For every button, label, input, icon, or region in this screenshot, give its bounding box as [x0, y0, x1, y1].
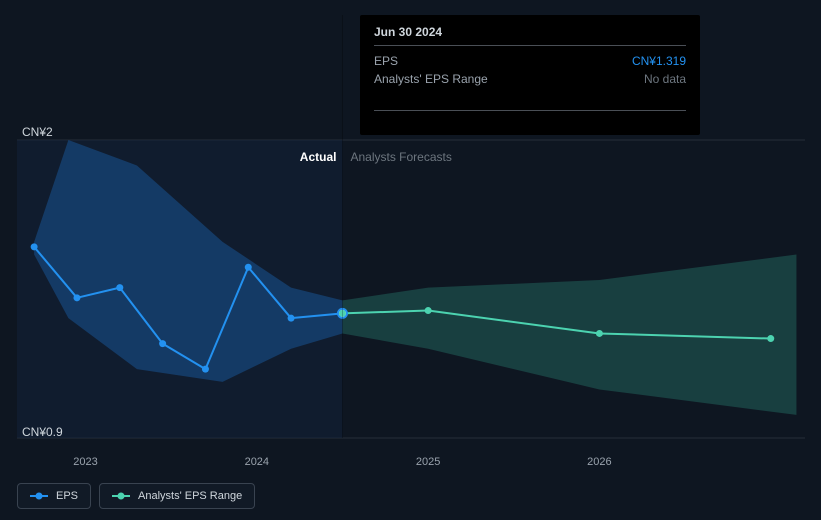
tooltip-divider	[374, 45, 686, 46]
region-label-forecast: Analysts Forecasts	[350, 150, 451, 164]
legend-item-eps[interactable]: EPS	[17, 483, 91, 509]
y-axis-label-bottom: CN¥0.9	[22, 425, 63, 439]
legend-label-range: Analysts' EPS Range	[138, 490, 242, 502]
tooltip-eps-value: CN¥1.319	[632, 52, 686, 70]
tooltip-range-value: No data	[644, 70, 686, 88]
tooltip-date: Jun 30 2024	[374, 25, 686, 39]
tooltip-row-eps: EPS CN¥1.319	[374, 52, 686, 70]
x-tick-label: 2026	[587, 456, 611, 468]
tooltip-eps-label: EPS	[374, 52, 398, 70]
legend-swatch-eps	[30, 495, 48, 497]
tooltip-range-label: Analysts' EPS Range	[374, 70, 488, 88]
x-tick-label: 2025	[416, 456, 440, 468]
legend-swatch-range	[112, 495, 130, 497]
tooltip: Jun 30 2024 EPS CN¥1.319 Analysts' EPS R…	[360, 15, 700, 135]
legend-item-range[interactable]: Analysts' EPS Range	[99, 483, 255, 509]
region-label-actual: Actual	[300, 150, 337, 164]
tooltip-bottom-divider	[374, 110, 686, 111]
x-tick-label: 2024	[245, 456, 269, 468]
legend-label-eps: EPS	[56, 490, 78, 502]
y-axis-label-top: CN¥2	[22, 125, 53, 139]
legend: EPS Analysts' EPS Range	[17, 483, 255, 509]
eps-chart: CN¥2 CN¥0.9 Actual Analysts Forecasts 20…	[0, 0, 821, 520]
x-tick-label: 2023	[73, 456, 97, 468]
tooltip-row-range: Analysts' EPS Range No data	[374, 70, 686, 88]
